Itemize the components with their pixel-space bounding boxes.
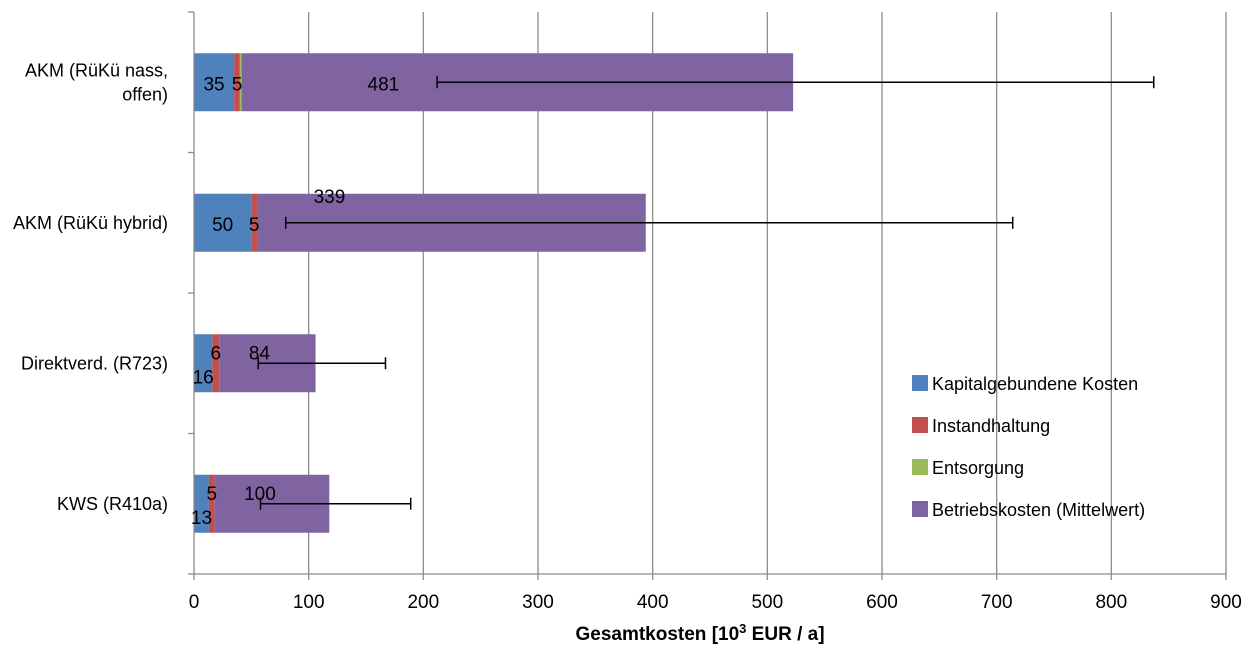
bar-segment bbox=[194, 334, 213, 393]
data-label: 5 bbox=[249, 215, 260, 236]
data-label: 481 bbox=[368, 74, 400, 95]
data-label: 339 bbox=[314, 187, 346, 208]
bars bbox=[194, 53, 794, 533]
data-label: 5 bbox=[232, 74, 243, 95]
bar-segment bbox=[212, 334, 220, 393]
data-label: 84 bbox=[249, 343, 271, 364]
legend-swatch bbox=[912, 417, 928, 433]
x-tick-label: 100 bbox=[293, 592, 325, 613]
x-tick-label: 400 bbox=[637, 592, 669, 613]
x-tick-label: 200 bbox=[407, 592, 439, 613]
x-axis-title-part-2: EUR / a] bbox=[746, 624, 824, 645]
data-label: 6 bbox=[210, 343, 221, 364]
x-tick-label: 900 bbox=[1210, 592, 1242, 613]
category-label: AKM (RüKü nass, bbox=[25, 60, 168, 80]
legend-label: Instandhaltung bbox=[932, 416, 1050, 436]
bar-segment bbox=[194, 474, 209, 533]
category-label: KWS (R410a) bbox=[57, 494, 168, 514]
x-axis-title-superscript: 3 bbox=[739, 621, 746, 636]
bar-segment bbox=[194, 193, 252, 252]
x-tick-label: 0 bbox=[189, 592, 200, 613]
x-tick-label: 600 bbox=[866, 592, 898, 613]
data-label: 50 bbox=[212, 215, 233, 236]
legend-swatch bbox=[912, 375, 928, 391]
category-label: AKM (RüKü hybrid) bbox=[13, 213, 168, 233]
x-tick-label: 700 bbox=[981, 592, 1013, 613]
category-label: Direktverd. (R723) bbox=[21, 353, 168, 373]
data-label: 16 bbox=[193, 367, 214, 388]
data-label: 35 bbox=[203, 74, 224, 95]
data-label: 13 bbox=[191, 508, 212, 529]
legend-label: Kapitalgebundene Kosten bbox=[932, 374, 1138, 394]
axes: 0 100 200 300 400 500 600 700 800 900 AKM (RüKü na… bbox=[13, 11, 1242, 613]
legend-swatch bbox=[912, 459, 928, 475]
bar-segment bbox=[208, 474, 215, 533]
x-tick-label: 800 bbox=[1095, 592, 1127, 613]
x-tick-label: 300 bbox=[522, 592, 554, 613]
x-axis-title: Gesamtkosten [103 EUR / a] bbox=[575, 621, 824, 645]
bar-segment bbox=[239, 53, 242, 112]
data-labels: 35 5 481 50 5 339 16 6 84 13 5 100 bbox=[191, 74, 399, 529]
legend-label: Entsorgung bbox=[932, 458, 1024, 478]
legend: Kapitalgebundene Kosten Instandhaltung Ent… bbox=[912, 374, 1145, 520]
bar-segment bbox=[194, 53, 235, 112]
legend-label: Betriebskosten (Mittelwert) bbox=[932, 500, 1145, 520]
error-bars bbox=[257, 76, 1155, 510]
x-axis-title-part-1: Gesamtkosten [10 bbox=[575, 624, 739, 645]
data-label: 100 bbox=[244, 484, 276, 505]
x-tick-label: 500 bbox=[751, 592, 783, 613]
data-label: 5 bbox=[206, 484, 217, 505]
category-label: offen) bbox=[122, 84, 168, 104]
legend-swatch bbox=[912, 501, 928, 517]
bar-segment bbox=[251, 193, 258, 252]
bar-segment bbox=[234, 53, 240, 112]
